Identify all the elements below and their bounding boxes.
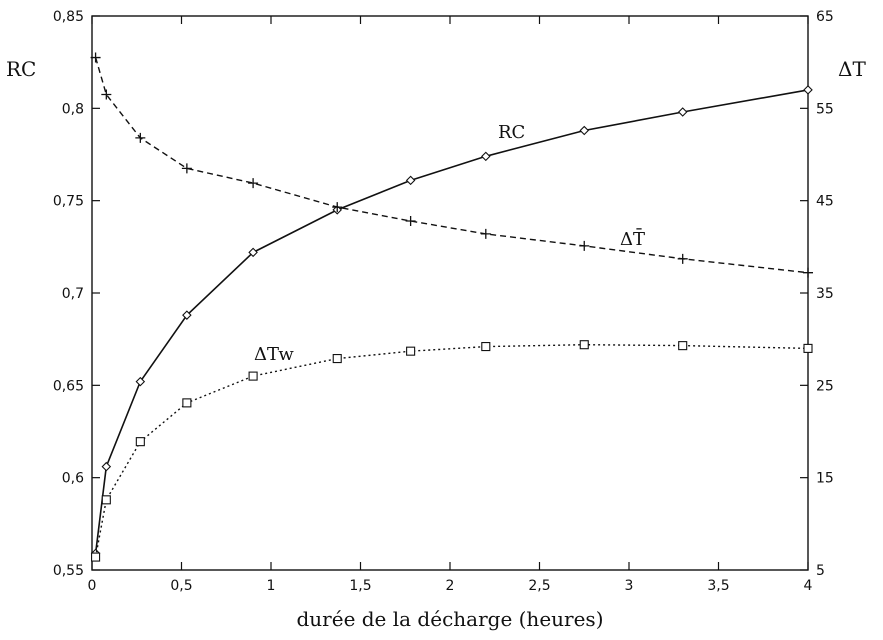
left-tick-label: 0,75 bbox=[53, 194, 84, 210]
data-point-square bbox=[91, 552, 101, 562]
data-point-diamond bbox=[677, 107, 688, 117]
data-point-plus bbox=[135, 132, 146, 143]
data-point-square bbox=[678, 341, 688, 351]
left-tick-label: 0,6 bbox=[62, 471, 84, 487]
right-tick-label: 65 bbox=[816, 9, 834, 25]
data-point-square bbox=[406, 346, 416, 356]
right-tick-label: 5 bbox=[816, 563, 825, 579]
x-axis-title: durée de la décharge (heures) bbox=[296, 607, 603, 631]
plot-frame bbox=[91, 15, 809, 571]
x-tick-label: 2 bbox=[446, 578, 455, 594]
x-tick-label: 1,5 bbox=[349, 578, 371, 594]
right-axis-title: ΔT bbox=[838, 57, 866, 81]
data-point-square bbox=[332, 354, 342, 364]
x-tick-label: 0,5 bbox=[170, 578, 192, 594]
right-tick-label: 55 bbox=[816, 101, 834, 117]
x-tick-label: 1 bbox=[267, 578, 276, 594]
data-point-plus bbox=[579, 240, 590, 251]
data-point-square bbox=[803, 343, 813, 353]
left-tick-label: 0,8 bbox=[62, 101, 84, 117]
data-point-diamond bbox=[101, 461, 112, 472]
data-point-square bbox=[481, 342, 491, 352]
series-line-1 bbox=[94, 57, 809, 274]
data-point-plus bbox=[677, 253, 688, 264]
data-point-diamond bbox=[405, 175, 416, 186]
right-axis-ticks: 5 15 25 35 45 55 65 bbox=[800, 9, 834, 579]
right-tick-label: 25 bbox=[816, 378, 834, 394]
data-point-diamond bbox=[182, 310, 192, 320]
data-point-plus bbox=[803, 267, 813, 278]
series-line-0 bbox=[94, 89, 809, 554]
data-point-square bbox=[579, 340, 589, 350]
data-point-diamond bbox=[248, 247, 258, 258]
data-point-plus bbox=[181, 163, 192, 174]
left-tick-label: 0,85 bbox=[53, 9, 84, 25]
data-point-diamond bbox=[803, 85, 813, 95]
data-point-plus bbox=[90, 52, 101, 63]
left-axis-ticks: 0,55 0,6 0,65 0,7 0,75 0,8 0,85 bbox=[53, 9, 100, 579]
x-tick-label: 3 bbox=[625, 578, 634, 594]
right-tick-label: 45 bbox=[816, 194, 834, 210]
data-point-diamond bbox=[481, 151, 491, 162]
x-tick-label: 2,5 bbox=[528, 578, 550, 594]
series-line-2 bbox=[94, 343, 809, 558]
x-tick-label: 0 bbox=[88, 578, 97, 594]
x-tick-label: 3,5 bbox=[707, 578, 729, 594]
left-tick-label: 0,7 bbox=[62, 286, 84, 302]
left-tick-label: 0,55 bbox=[53, 563, 84, 579]
data-point-square bbox=[182, 398, 192, 408]
series-layer bbox=[90, 52, 813, 562]
x-axis-ticks: 0 0,5 1 1,5 2 2,5 3 3,5 4 bbox=[88, 16, 813, 594]
series-label-delta-t-bar: ΔT̄ bbox=[620, 227, 645, 250]
right-tick-label: 35 bbox=[816, 286, 834, 302]
data-point-square bbox=[135, 437, 145, 447]
data-point-plus bbox=[248, 178, 259, 189]
data-point-plus bbox=[332, 202, 343, 213]
series-label-delta-tw: ΔTw bbox=[254, 344, 294, 365]
series-label-rc: RC bbox=[498, 122, 525, 143]
right-tick-label: 15 bbox=[816, 471, 834, 487]
data-point-plus bbox=[405, 215, 416, 226]
data-point-square bbox=[248, 371, 258, 381]
data-point-plus bbox=[480, 228, 491, 239]
data-point-plus bbox=[101, 89, 112, 100]
data-point-square bbox=[101, 495, 111, 505]
data-point-diamond bbox=[579, 125, 590, 136]
left-axis-title: RC bbox=[6, 57, 36, 81]
left-tick-label: 0,65 bbox=[53, 378, 84, 394]
data-point-diamond bbox=[135, 376, 146, 387]
x-tick-label: 4 bbox=[804, 578, 813, 594]
